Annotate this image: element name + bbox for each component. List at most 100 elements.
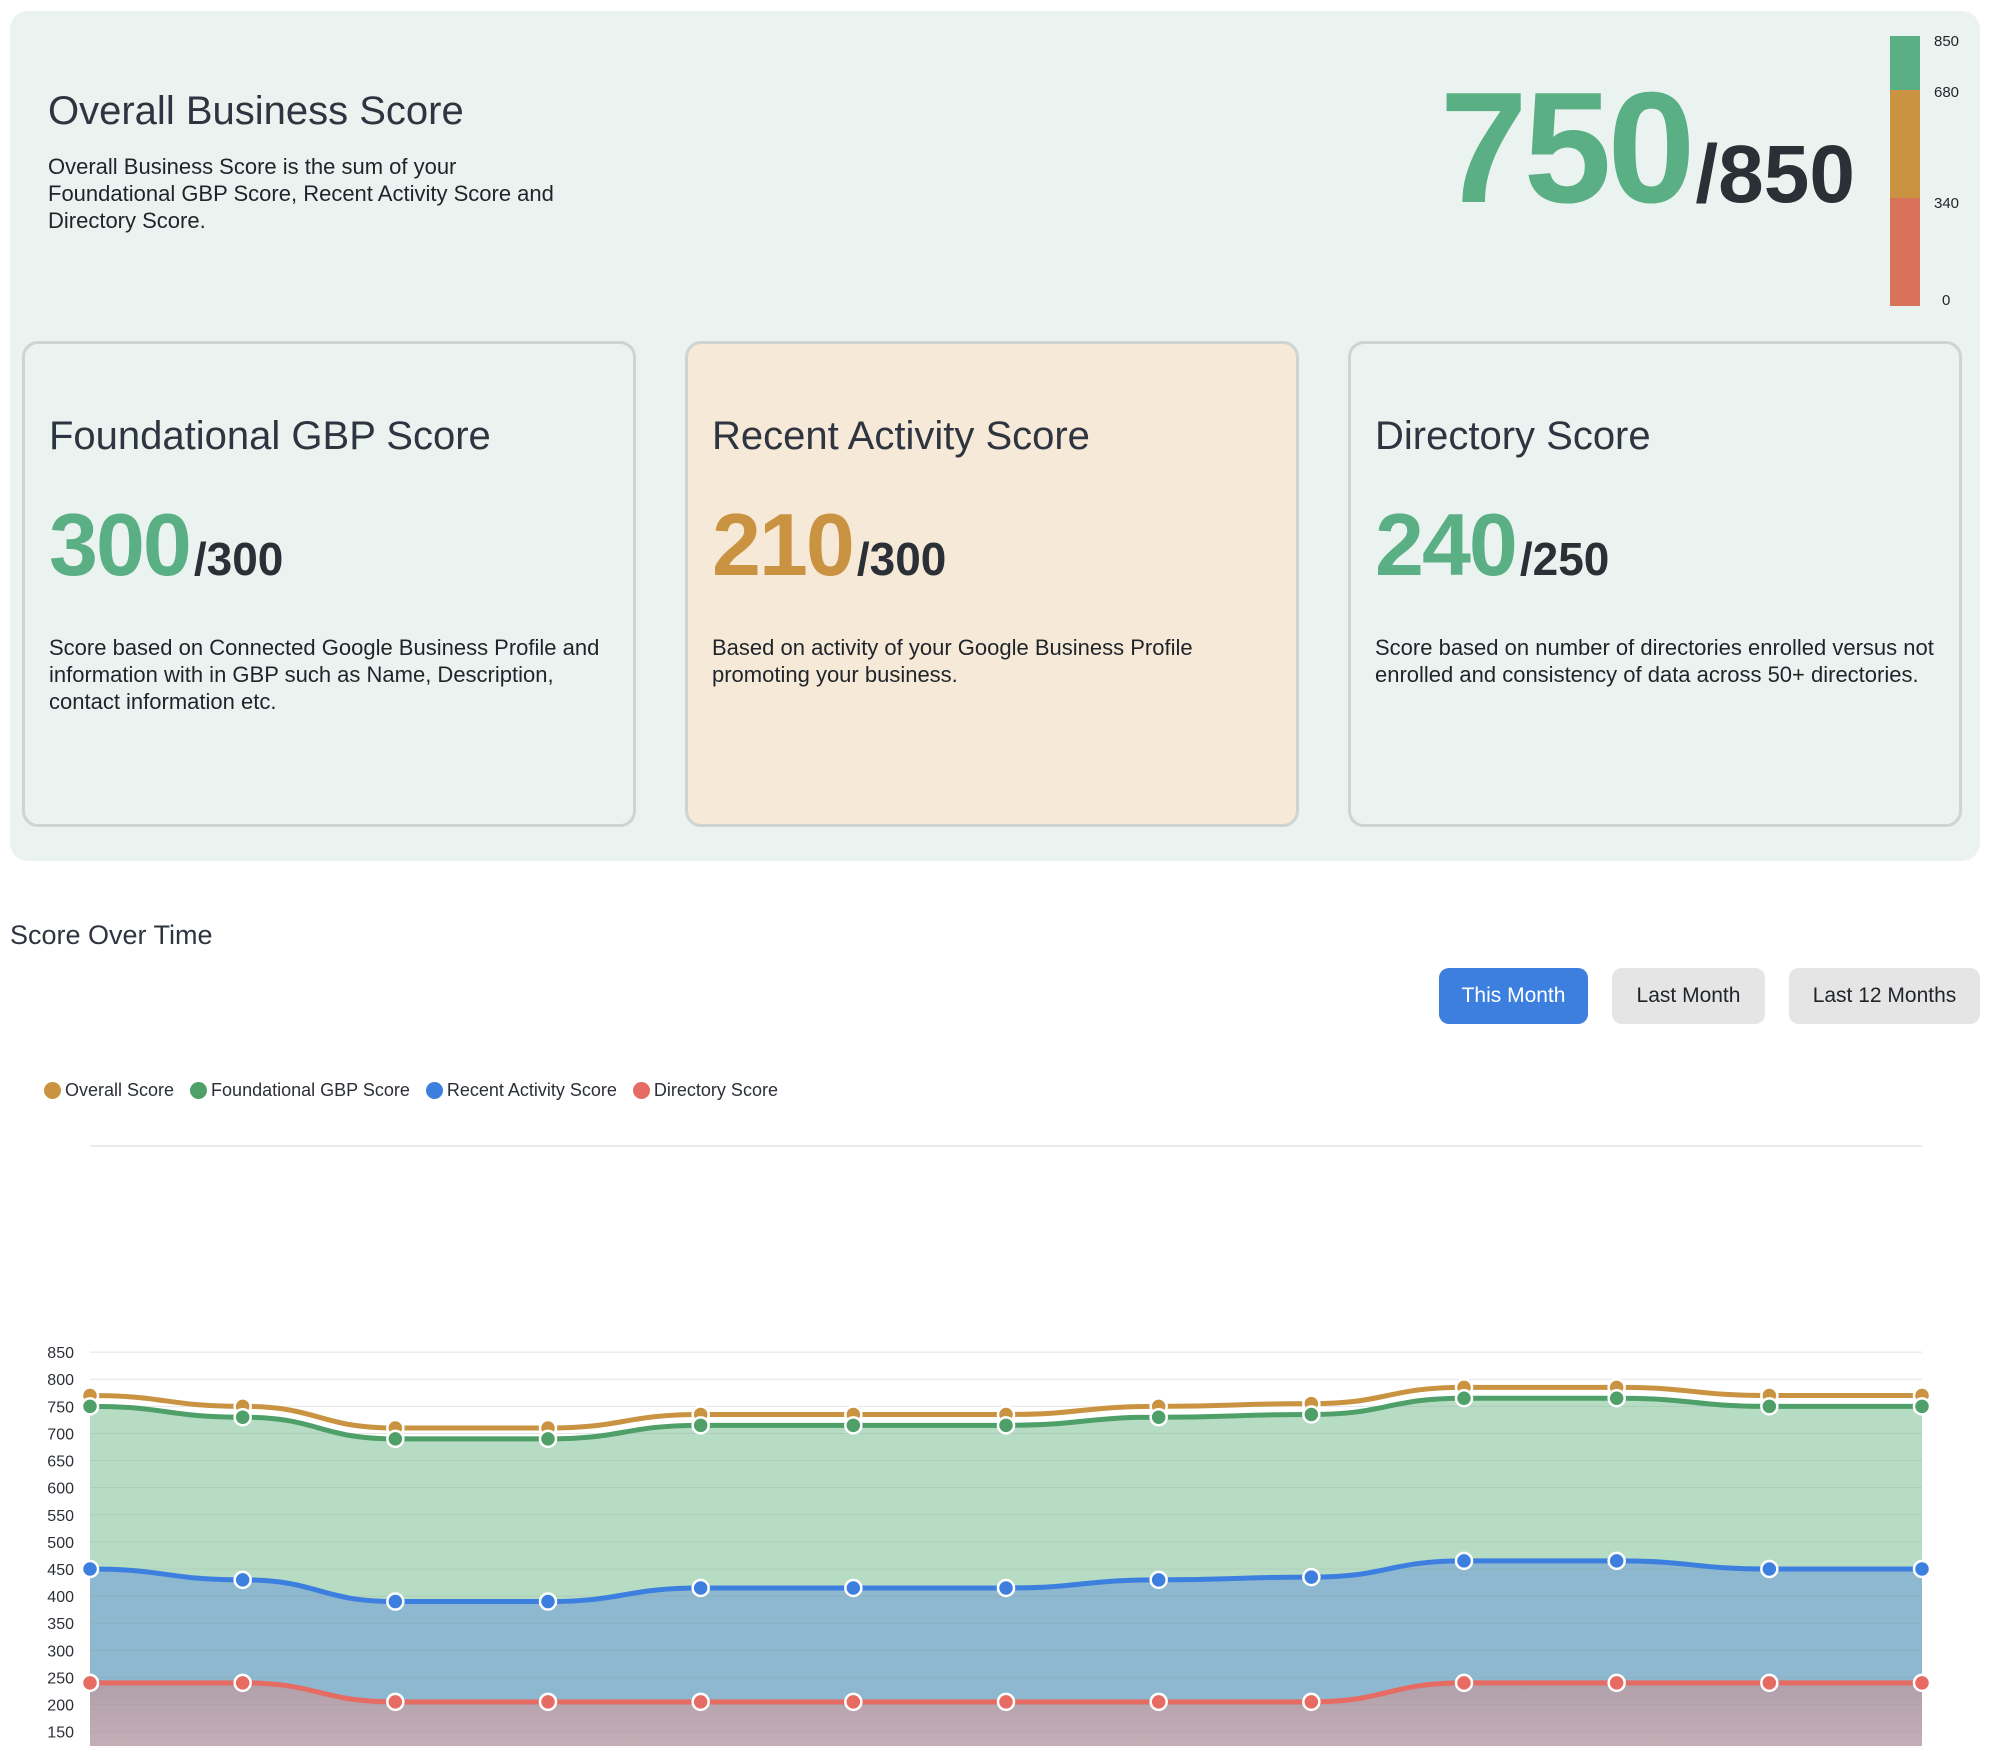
- card-description: Score based on Connected Google Business…: [49, 635, 600, 714]
- data-point: [691, 1578, 710, 1598]
- scale-band: [1890, 90, 1920, 198]
- data-point: [691, 1692, 710, 1712]
- y-tick-label: 450: [47, 1562, 74, 1579]
- card-title: Directory Score: [1375, 414, 1651, 458]
- legend-label: Overall Score: [65, 1080, 175, 1100]
- data-point: [1760, 1673, 1779, 1693]
- card-score-max: /300: [193, 533, 284, 585]
- area-fill-3: [90, 1682, 1922, 1746]
- legend-dot: [44, 1082, 61, 1099]
- data-point: [80, 1397, 100, 1416]
- data-point: [386, 1692, 405, 1712]
- foundational-gbp-score-card: Foundational GBP Score 300 /300 Score ba…: [22, 341, 636, 827]
- scale-label-850: 850: [1934, 33, 1960, 50]
- score-over-time-chart: 5010015020025030035040045050055060065070…: [47, 1145, 1932, 1746]
- y-tick-label: 500: [47, 1535, 74, 1552]
- legend-label: Foundational GBP Score: [211, 1080, 410, 1100]
- directory-score-card: Directory Score 240 /250 Score based on …: [1348, 341, 1962, 827]
- overall-score-value: 750 /850: [1439, 60, 1855, 236]
- data-point: [1607, 1551, 1626, 1571]
- data-point: [1454, 1388, 1474, 1408]
- scale-label-680: 680: [1934, 84, 1960, 101]
- overall-score-description: Overall Business Score is the sum of you…: [48, 154, 554, 233]
- recent-activity-score-card: Recent Activity Score 210 /300 Based on …: [685, 341, 1299, 827]
- card-title: Recent Activity Score: [712, 414, 1090, 458]
- y-tick-label: 350: [47, 1616, 74, 1633]
- data-point: [1912, 1397, 1932, 1416]
- score-over-time-title: Score Over Time: [10, 920, 213, 950]
- y-tick-label: 600: [47, 1481, 74, 1498]
- card-score-value: 300: [49, 495, 192, 594]
- legend-dot: [190, 1082, 208, 1099]
- data-point: [386, 1592, 405, 1611]
- data-point: [1149, 1407, 1168, 1427]
- legend-dot: [632, 1082, 650, 1099]
- card-description: Based on activity of your Google Busines…: [712, 635, 1193, 687]
- y-tick-label: 850: [47, 1345, 74, 1362]
- data-point: [1454, 1551, 1474, 1571]
- data-point: [844, 1692, 863, 1712]
- data-point: [386, 1429, 405, 1449]
- y-tick-label: 700: [47, 1426, 74, 1443]
- y-tick-label: 150: [47, 1725, 74, 1742]
- data-point: [1607, 1388, 1626, 1408]
- y-tick-label: 750: [47, 1399, 74, 1416]
- legend-item-recent-activity-score[interactable]: Recent Activity Score: [425, 1080, 617, 1101]
- card-score: 240 /250: [1375, 494, 1609, 596]
- scale-band: [1890, 198, 1920, 306]
- overall-score-panel: Overall Business Score Overall Business …: [10, 11, 1980, 861]
- data-point: [996, 1692, 1016, 1712]
- data-point: [1302, 1405, 1321, 1424]
- data-point: [233, 1673, 252, 1693]
- overall-score-title: Overall Business Score: [48, 89, 464, 133]
- data-point: [1607, 1673, 1626, 1693]
- scale-label-340: 340: [1934, 195, 1960, 212]
- data-point: [996, 1578, 1016, 1598]
- this-month-button[interactable]: This Month: [1439, 968, 1588, 1024]
- y-tick-label: 650: [47, 1454, 74, 1471]
- scale-label-0: 0: [1942, 292, 1951, 309]
- scale-band: [1890, 36, 1920, 90]
- data-point: [1302, 1692, 1321, 1712]
- y-tick-label: 400: [47, 1589, 74, 1606]
- legend-item-foundational-gbp-score[interactable]: Foundational GBP Score: [190, 1080, 410, 1101]
- y-tick-label: 550: [47, 1508, 74, 1525]
- card-description: Score based on number of directories enr…: [1375, 635, 1934, 687]
- card-score-value: 240: [1375, 495, 1518, 594]
- card-title: Foundational GBP Score: [49, 414, 491, 458]
- y-tick-label: 250: [47, 1670, 74, 1687]
- data-point: [1760, 1397, 1779, 1416]
- data-point: [80, 1673, 100, 1693]
- data-point: [1760, 1559, 1779, 1579]
- card-score: 210 /300: [712, 494, 946, 596]
- overall-score-number: 750: [1439, 60, 1696, 236]
- y-tick-label: 200: [47, 1698, 74, 1715]
- card-score-value: 210: [712, 495, 855, 594]
- legend-label: Recent Activity Score: [446, 1080, 617, 1100]
- legend-item-overall-score[interactable]: Overall Score: [44, 1080, 174, 1101]
- data-point: [1149, 1692, 1168, 1712]
- data-point: [844, 1578, 863, 1598]
- data-point: [233, 1570, 252, 1590]
- card-score-max: /300: [856, 533, 947, 585]
- data-point: [233, 1407, 252, 1427]
- data-point: [996, 1416, 1016, 1435]
- legend-label: Directory Score: [653, 1080, 778, 1100]
- card-score: 300 /300: [49, 494, 283, 596]
- data-point: [80, 1559, 100, 1579]
- data-point: [538, 1692, 558, 1712]
- data-point: [691, 1416, 710, 1435]
- data-point: [1149, 1570, 1168, 1590]
- legend-dot: [425, 1082, 443, 1099]
- overall-score-max: /850: [1695, 129, 1855, 220]
- data-point: [538, 1429, 558, 1449]
- data-point: [844, 1416, 863, 1435]
- last-month-button[interactable]: Last Month: [1612, 968, 1765, 1024]
- data-point: [1912, 1673, 1932, 1693]
- data-point: [1912, 1559, 1932, 1579]
- chart-legend: Overall Score Foundational GBP Score Rec…: [44, 1080, 778, 1101]
- card-score-max: /250: [1519, 533, 1610, 585]
- last-12-months-button[interactable]: Last 12 Months: [1789, 968, 1980, 1024]
- data-point: [1454, 1673, 1474, 1693]
- legend-item-directory-score[interactable]: Directory Score: [632, 1080, 778, 1101]
